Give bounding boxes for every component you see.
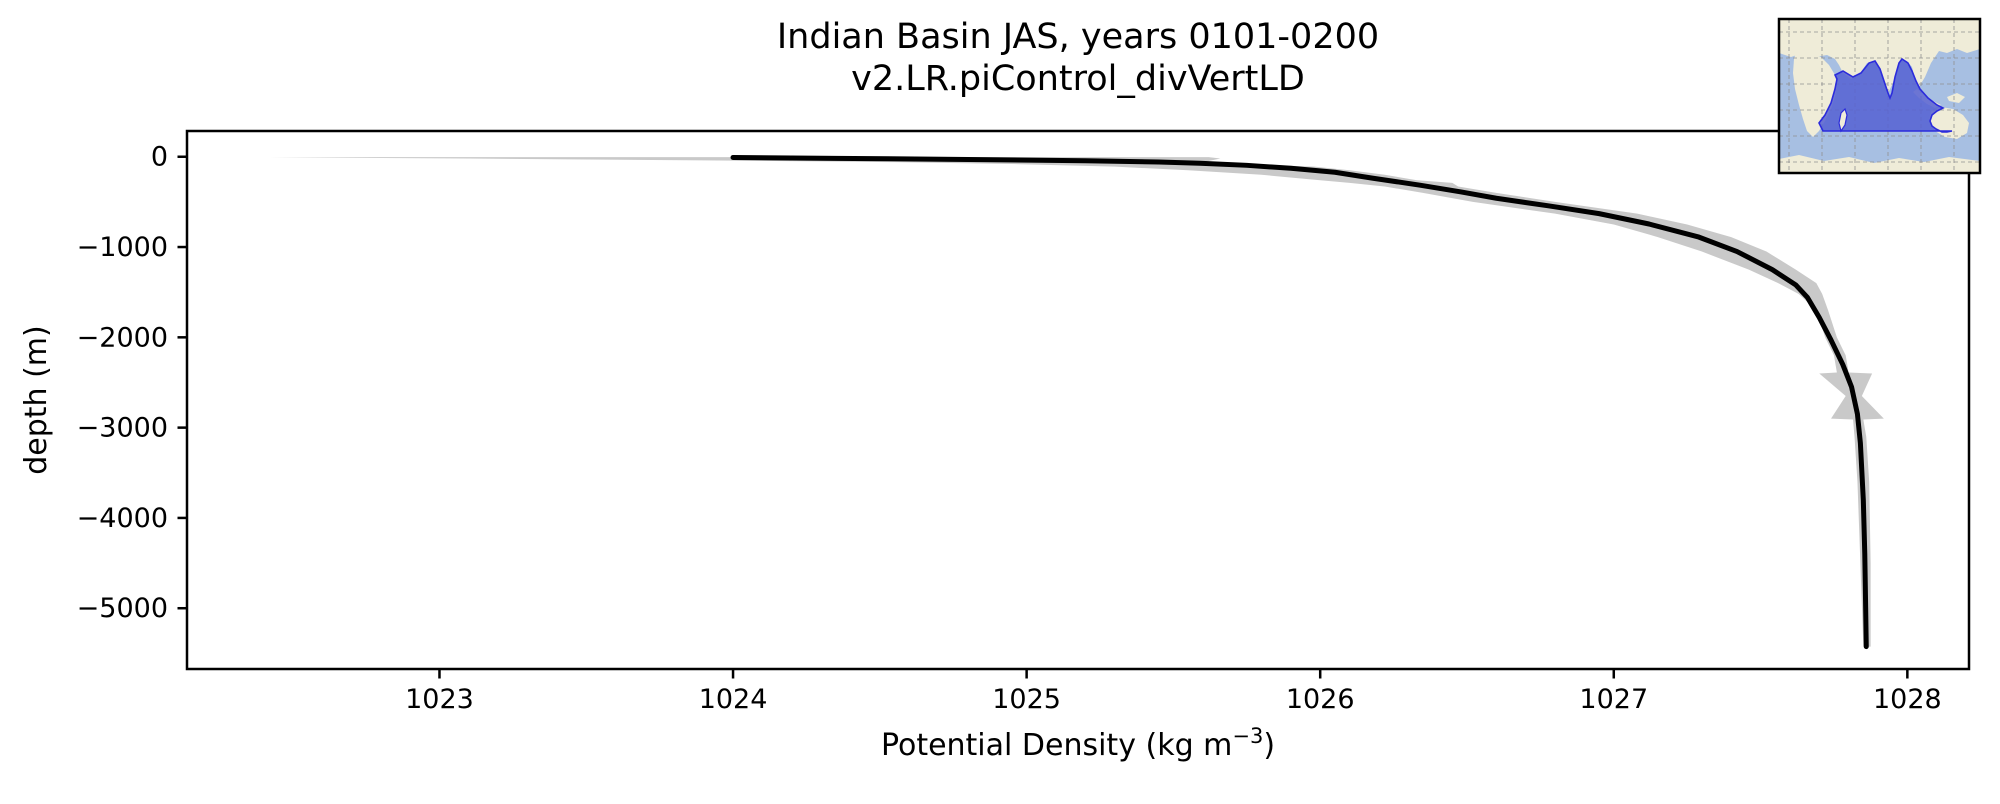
uncertainty-band <box>269 157 1884 647</box>
x-tick-label: 1024 <box>699 684 768 715</box>
inset-map <box>1777 17 1982 175</box>
y-axis-label: depth (m) <box>19 325 54 475</box>
x-axis-label: Potential Density (kg m−3) <box>881 724 1275 763</box>
y-tick-label: −2000 <box>77 322 168 353</box>
y-tick-label: −1000 <box>77 232 168 263</box>
x-tick-label: 1023 <box>405 684 474 715</box>
x-tick-label: 1027 <box>1579 684 1648 715</box>
plot-frame <box>185 129 1971 671</box>
chart-subtitle: v2.LR.piControl_divVertLD <box>851 59 1305 99</box>
x-tick-label: 1026 <box>1286 684 1355 715</box>
y-tick-label: −5000 <box>77 593 168 624</box>
map-land-madagascar <box>1838 107 1848 133</box>
mean-profile-line <box>730 154 1869 650</box>
y-tick-label: 0 <box>151 142 168 173</box>
map-land-eurasia <box>1779 19 1980 93</box>
map-frame <box>1777 17 1982 175</box>
y-axis: 0 −1000 −2000 −3000 −4000 −5000 <box>77 142 187 624</box>
x-axis: 1023 1024 1025 1026 1027 1028 <box>405 669 1942 715</box>
map-land-new-guinea <box>1947 93 1965 103</box>
map-landmasses <box>1779 19 1980 173</box>
y-tick-label: −4000 <box>77 503 168 534</box>
map-land-antarctica <box>1779 155 1980 173</box>
y-tick-label: −3000 <box>77 413 168 444</box>
x-tick-label: 1025 <box>992 684 1061 715</box>
x-tick-label: 1028 <box>1873 684 1942 715</box>
map-basin-highlight <box>1818 57 1953 133</box>
chart-title: Indian Basin JAS, years 0101-0200 <box>777 17 1379 57</box>
